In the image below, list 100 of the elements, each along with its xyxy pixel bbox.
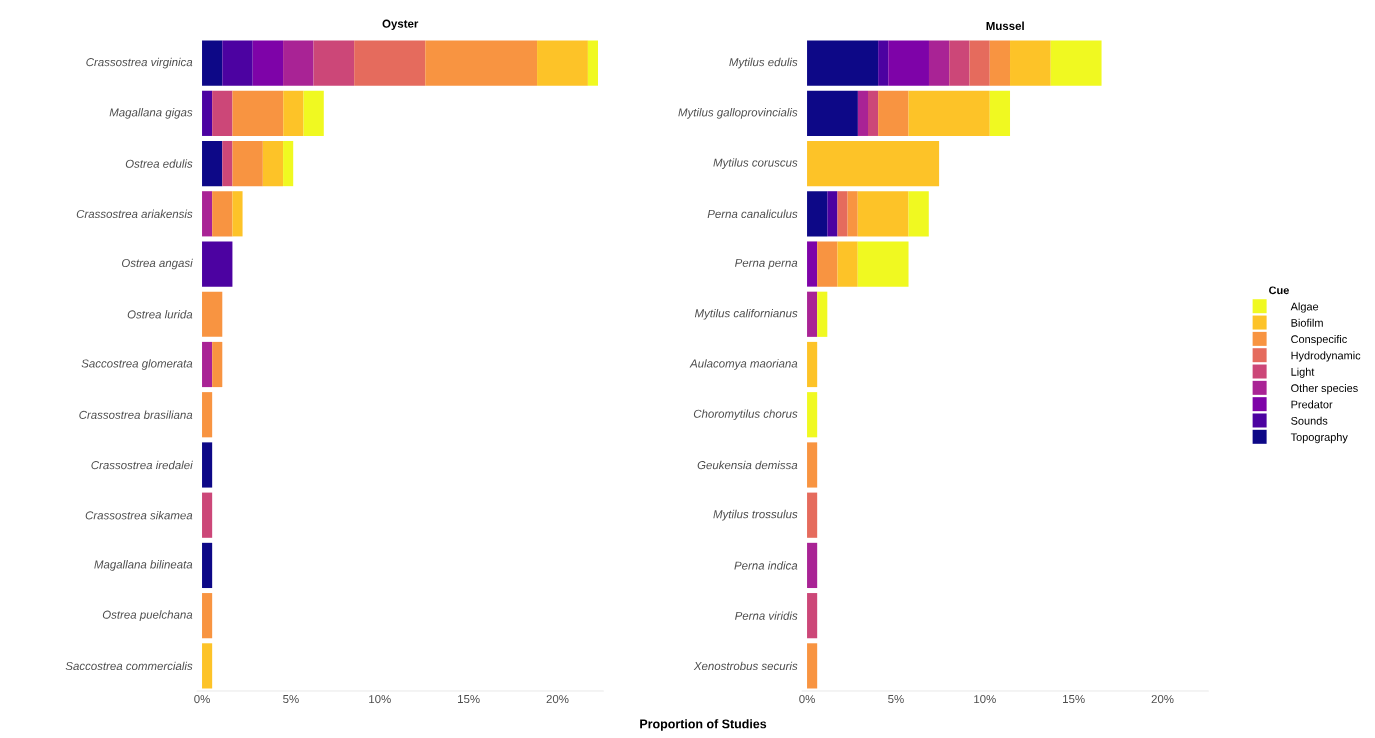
y-tick-label: Crassostrea iredalei [91, 460, 193, 470]
bar [807, 191, 828, 237]
x-tick-label: 5% [283, 695, 299, 704]
x-tick-label: 15% [458, 695, 480, 704]
y-tick-label: Crassostrea sikamea [85, 510, 193, 520]
bar [928, 40, 950, 86]
y-tick-label: Magallana bilineata [94, 560, 193, 571]
bar [807, 492, 818, 538]
bar [878, 90, 909, 136]
bar [857, 241, 909, 287]
bar [425, 40, 538, 86]
bar [587, 40, 599, 86]
bar [232, 140, 263, 187]
y-tick-label: Ostrea lurida [127, 310, 193, 319]
bar [857, 90, 869, 136]
bar [537, 40, 588, 86]
y-tick-label: Ostrea angasi [121, 258, 193, 270]
y-tick-label: Mytilus coruscus [713, 158, 798, 169]
x-tick-label: 5% [888, 695, 904, 704]
bar [232, 90, 284, 136]
bar [888, 40, 929, 86]
bar [817, 241, 838, 287]
bar [202, 191, 213, 237]
bar [827, 191, 838, 237]
legend-label: Conspecific [1291, 335, 1347, 346]
bar [354, 40, 426, 86]
bar [807, 40, 879, 86]
bar [908, 191, 929, 237]
bar [202, 241, 233, 287]
y-tick-label: Ostrea puelchana [102, 610, 193, 621]
bar [202, 40, 223, 86]
x-tick-label: 20% [1151, 695, 1174, 704]
bar [232, 191, 243, 237]
y-tick-label: Perna canaliculus [707, 209, 798, 219]
legend-label: Sounds [1291, 416, 1328, 425]
y-tick-label: Mytilus galloprovincialis [678, 108, 798, 119]
bar [202, 291, 223, 337]
legend-label: Hydrodynamic [1291, 351, 1361, 362]
bar [252, 40, 284, 86]
x-axis-title: Proportion of Studies [640, 719, 767, 731]
legend-label: Light [1291, 367, 1315, 378]
x-tick-label: 10% [974, 695, 996, 704]
bar [283, 90, 304, 136]
x-tick-label: 0% [799, 695, 815, 704]
y-tick-label: Mytilus edulis [729, 57, 798, 69]
bar [807, 392, 818, 438]
bar [1010, 40, 1051, 86]
y-tick-label: Mytilus trossulus [713, 509, 798, 521]
bar [969, 40, 990, 86]
y-tick-label: Mytilus californianus [694, 308, 798, 320]
bar [878, 40, 889, 86]
bar [807, 643, 818, 689]
bar [222, 140, 233, 187]
bar [303, 90, 324, 136]
legend-label: Biofilm [1291, 318, 1323, 327]
bar [847, 191, 858, 237]
bar [202, 643, 213, 689]
legend-title: Cue [1269, 286, 1289, 295]
bar [807, 140, 940, 187]
bar [202, 392, 213, 438]
bar [202, 492, 213, 538]
y-tick-label: Aulacomya maoriana [689, 359, 798, 370]
y-tick-label: Saccostrea commercialis [65, 661, 193, 671]
bar [313, 40, 355, 86]
bar [807, 542, 818, 589]
y-tick-label: Crassostrea brasiliana [79, 410, 193, 419]
bar [908, 90, 990, 136]
y-tick-label: Perna perna [735, 258, 798, 270]
bar [283, 140, 294, 187]
bar [283, 40, 314, 86]
bar [807, 442, 818, 488]
bar [807, 593, 818, 639]
y-tick-label: Magallana gigas [109, 108, 193, 119]
bar [989, 90, 1011, 136]
legend-label: Other species [1291, 384, 1358, 395]
bar [202, 442, 213, 488]
chart-title: Mussel [986, 21, 1024, 30]
x-tick-label: 10% [369, 695, 391, 704]
y-tick-label: Ostrea edulis [125, 159, 193, 168]
legend-label: Algae [1290, 302, 1319, 313]
bar [857, 191, 909, 237]
bar [202, 140, 223, 187]
bar [807, 241, 818, 287]
bar [837, 241, 858, 287]
bar [989, 40, 1011, 86]
chart-title: Oyster [382, 19, 419, 30]
bar [817, 291, 828, 337]
bar [212, 191, 233, 237]
x-tick-label: 15% [1063, 695, 1085, 704]
bar [222, 40, 253, 86]
y-tick-label: Crassostrea ariakensis [76, 209, 193, 219]
bar [202, 341, 213, 388]
x-tick-label: 0% [194, 695, 210, 704]
legend-label: Topography [1290, 432, 1348, 444]
bar [868, 90, 879, 136]
bar [212, 341, 223, 388]
y-tick-label: Choromytilus chorus [693, 409, 798, 421]
bar [202, 542, 213, 589]
bar [202, 90, 213, 136]
bar [949, 40, 970, 86]
